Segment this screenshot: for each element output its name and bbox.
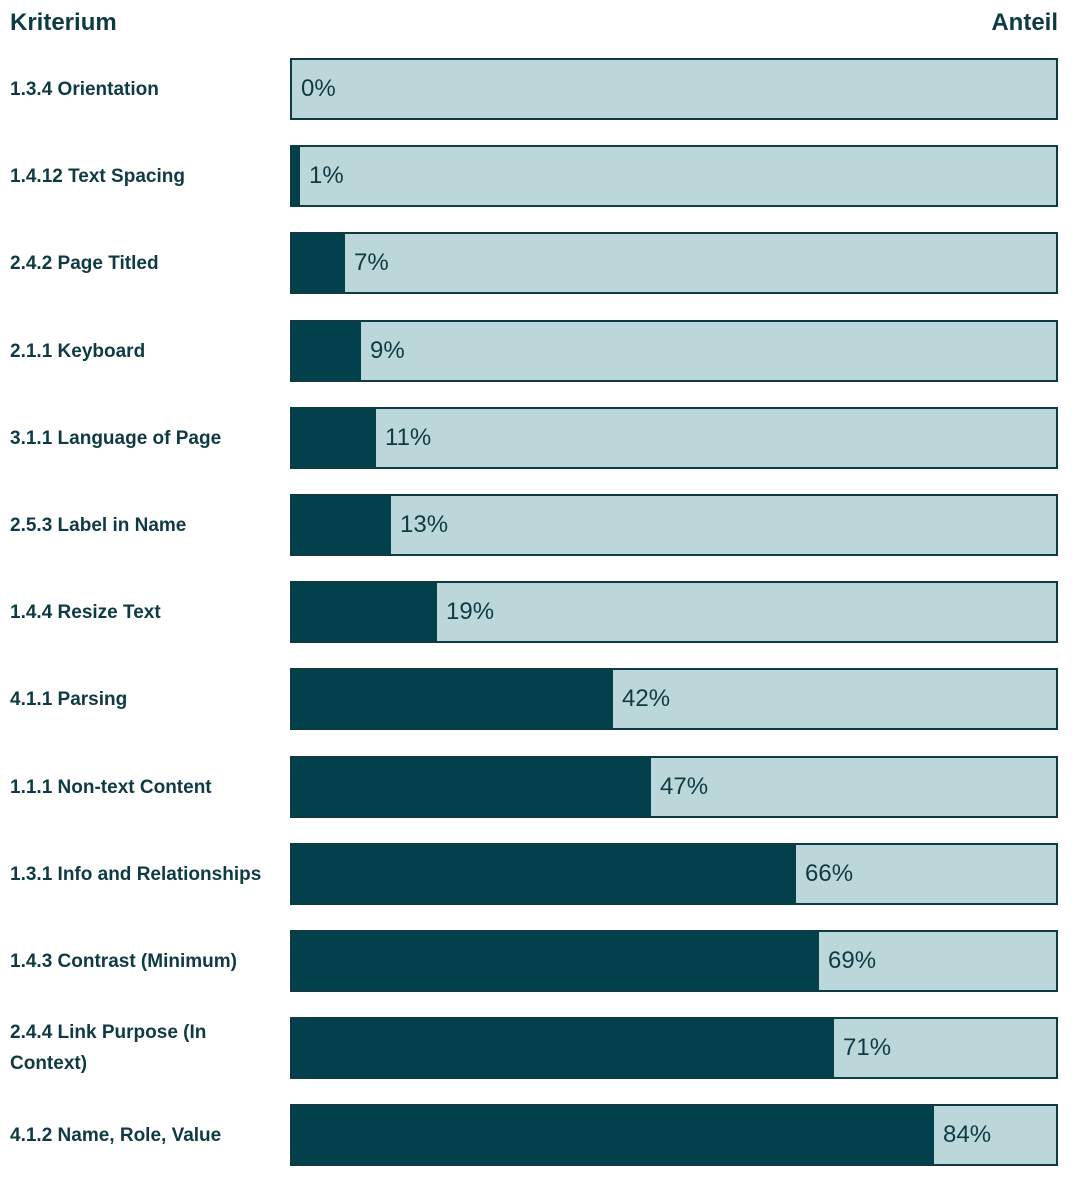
bar-value-label: 84% [943,1121,992,1148]
bar-fill [292,845,796,903]
bar-track: 11% [290,407,1058,469]
category-label: 1.3.1 Info and Relationships [10,863,262,885]
bar-fill [292,234,345,292]
bar-track: 84% [290,1104,1058,1166]
bar-value-label: 66% [805,860,854,887]
category-label: 2.4.4 Link Purpose (In Context) [10,1022,207,1074]
bar-value-label: 71% [843,1034,892,1061]
bar-value-label: 7% [354,249,389,276]
bar-fill [292,758,651,816]
bar-fill [292,670,613,728]
bar-value-label: 19% [446,598,495,625]
column-header-share: Anteil [991,9,1058,36]
bar-fill [292,1019,834,1077]
category-label: 2.4.2 Page Titled [10,252,159,274]
bar-track: 42% [290,668,1058,730]
category-label: 1.4.4 Resize Text [10,601,161,623]
bar-fill [292,583,437,641]
category-label: 1.4.3 Contrast (Minimum) [10,950,237,972]
column-header-criterion: Kriterium [10,9,117,36]
bar-fill [292,322,361,380]
bar-track: 7% [290,232,1058,294]
bar-fill [292,932,819,990]
bar-track: 13% [290,494,1058,556]
category-label: 1.3.4 Orientation [10,78,159,100]
bar-value-label: 1% [309,162,344,189]
bar-track: 47% [290,756,1058,818]
bar-track: 19% [290,581,1058,643]
bar-value-label: 0% [301,75,336,102]
bar-fill [292,496,391,554]
bar-track: 69% [290,930,1058,992]
bar-value-label: 69% [828,947,877,974]
bar-track: 9% [290,320,1058,382]
category-label: 1.1.1 Non-text Content [10,776,212,798]
category-label: 4.1.1 Parsing [10,688,128,710]
category-label: 4.1.2 Name, Role, Value [10,1124,222,1146]
category-label: 3.1.1 Language of Page [10,427,222,449]
bar-fill [292,409,376,467]
bar-fill [292,1106,934,1164]
bar-track: 0% [290,58,1058,120]
bar-track: 66% [290,843,1058,905]
bar-value-label: 13% [400,511,449,538]
bar-track: 1% [290,145,1058,207]
bar-value-label: 11% [385,424,432,451]
bar-value-label: 42% [622,685,671,712]
category-label: 2.5.3 Label in Name [10,514,187,536]
category-label: 2.1.1 Keyboard [10,340,146,362]
category-label: 1.4.12 Text Spacing [10,165,185,187]
bar-fill [292,147,300,205]
bar-track: 71% [290,1017,1058,1079]
bar-value-label: 47% [660,773,709,800]
bar-value-label: 9% [370,337,405,364]
